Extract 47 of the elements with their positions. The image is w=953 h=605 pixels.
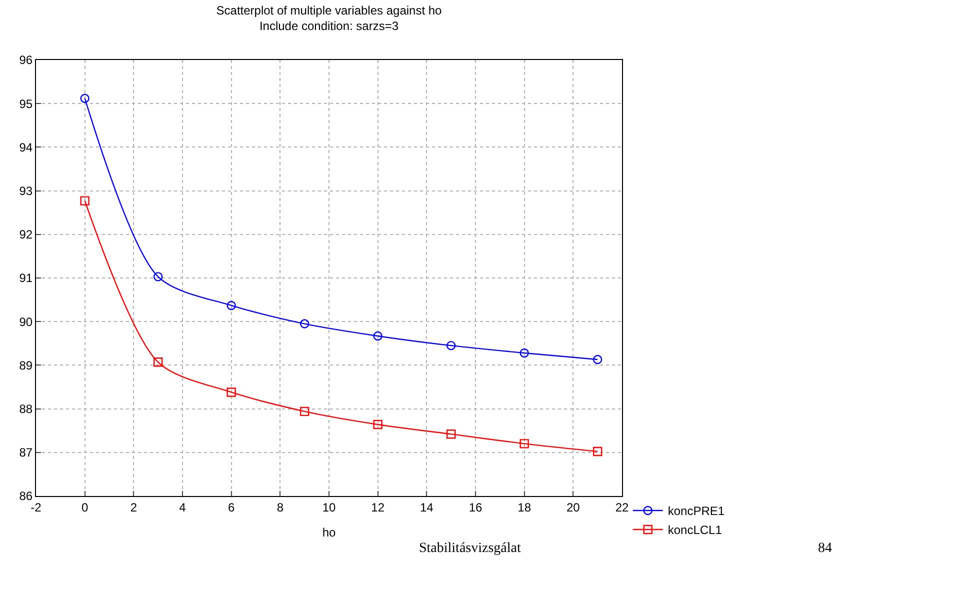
text: 84	[818, 541, 832, 556]
x-tick-label: 6	[228, 500, 235, 514]
x-tick-label: 12	[371, 500, 385, 514]
y-tick-label: 86	[19, 489, 33, 504]
point	[153, 272, 163, 282]
point	[153, 358, 163, 367]
x-tick-label: -2	[30, 500, 42, 514]
point	[80, 196, 90, 206]
text: Stabilitásvizsgálat	[419, 541, 521, 556]
x-tick-label: 2	[130, 500, 138, 514]
point	[520, 439, 529, 448]
x-tick-label: 10	[322, 500, 336, 514]
x-tick-label: 18	[518, 500, 532, 514]
point	[300, 406, 310, 416]
x-tick-label: 22	[615, 500, 629, 514]
x-tick-label: 8	[276, 500, 284, 514]
legend-label: koncPRE1	[668, 504, 725, 518]
y-tick-label: 95	[19, 96, 33, 111]
point	[446, 429, 456, 439]
point	[373, 420, 382, 430]
y-tick-label: 87	[19, 446, 33, 460]
x-tick-label: 20	[566, 500, 580, 514]
point	[592, 446, 602, 456]
point	[520, 348, 529, 358]
y-tick-label: 91	[19, 271, 33, 286]
y-tick-label: 88	[19, 402, 33, 416]
chart-title: Scatterplot of multiple variables against ho	[216, 3, 442, 18]
y-tick-label: 93	[19, 184, 33, 198]
x-tick-label: 14	[420, 500, 434, 514]
y-tick-label: 90	[19, 314, 33, 329]
point	[226, 300, 236, 310]
point	[300, 319, 310, 328]
x-axis-title: ho	[322, 525, 336, 540]
y-tick-label: 94	[19, 140, 33, 154]
point	[592, 354, 602, 364]
x-tick-label: 4	[179, 500, 186, 514]
y-tick-label: 96	[19, 53, 33, 68]
point	[226, 388, 236, 397]
x-tick-label: 0	[81, 500, 88, 514]
point	[80, 94, 90, 103]
y-tick-label: 89	[19, 358, 33, 372]
chart-subtitle: Include condition: sarzs=3	[259, 19, 399, 33]
legend-label: koncLCL1	[668, 523, 722, 538]
point	[373, 331, 382, 341]
y-tick-label: 92	[19, 228, 33, 242]
x-tick-label: 16	[468, 500, 482, 514]
point	[446, 340, 456, 350]
